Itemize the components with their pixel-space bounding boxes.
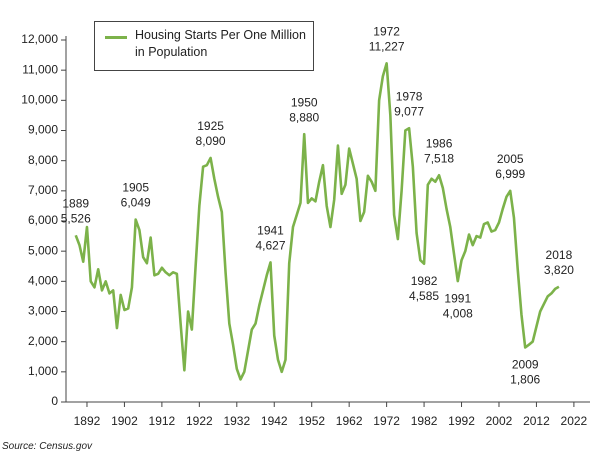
annotation-year: 1982 <box>411 274 438 288</box>
annotation-year: 1972 <box>373 24 400 38</box>
data-label: 6,049 <box>121 196 151 210</box>
data-label: 4,627 <box>255 239 285 253</box>
data-label: 3,820 <box>544 263 574 277</box>
x-tick-label: 2002 <box>486 414 513 428</box>
data-label: 8,880 <box>289 110 319 124</box>
annotation-year: 1889 <box>62 196 89 210</box>
source-note: Source: Census.gov <box>2 441 93 452</box>
series-line <box>74 62 560 381</box>
x-tick-label: 2022 <box>561 414 588 428</box>
y-tick-label: 3,000 <box>28 304 58 318</box>
legend-label: Housing Starts Per One Million in Popula… <box>135 28 306 59</box>
legend-swatch <box>105 36 127 39</box>
y-tick-label: 12,000 <box>21 32 58 46</box>
y-tick-label: 2,000 <box>28 334 58 348</box>
data-label: 5,526 <box>61 211 91 225</box>
x-tick-label: 1922 <box>186 414 213 428</box>
data-label: 7,518 <box>424 151 454 165</box>
data-label: 4,008 <box>443 306 473 320</box>
data-label: 1,806 <box>510 373 540 387</box>
x-tick-label: 1902 <box>111 414 138 428</box>
y-tick-label: 1,000 <box>28 364 58 378</box>
x-tick-label: 1962 <box>336 414 363 428</box>
annotation-year: 2018 <box>546 248 573 262</box>
legend: Housing Starts Per One Million in Popula… <box>94 21 314 71</box>
annotation-year: 1978 <box>396 89 423 103</box>
annotation-year: 1986 <box>426 136 453 150</box>
x-tick-label: 1912 <box>149 414 176 428</box>
x-tick-label: 1932 <box>223 414 250 428</box>
y-tick-label: 0 <box>51 394 58 408</box>
y-tick-label: 6,000 <box>28 213 58 227</box>
x-tick-label: 1892 <box>74 414 101 428</box>
annotation-year: 2009 <box>512 358 539 372</box>
x-tick-label: 1952 <box>298 414 325 428</box>
data-label: 6,999 <box>495 167 525 181</box>
data-label: 11,227 <box>369 39 405 53</box>
y-tick-label: 8,000 <box>28 153 58 167</box>
y-tick-label: 10,000 <box>21 93 58 107</box>
annotation-year: 2005 <box>497 152 524 166</box>
x-tick-label: 1972 <box>373 414 400 428</box>
annotation-year: 1905 <box>122 181 149 195</box>
y-tick-label: 9,000 <box>28 123 58 137</box>
x-tick-label: 1992 <box>448 414 475 428</box>
y-tick-label: 7,000 <box>28 183 58 197</box>
x-tick-label: 1982 <box>411 414 438 428</box>
annotation-year: 1925 <box>197 119 224 133</box>
x-tick-label: 2012 <box>523 414 550 428</box>
data-label: 9,077 <box>394 104 424 118</box>
data-label: 4,585 <box>409 289 439 303</box>
y-tick-label: 4,000 <box>28 274 58 288</box>
annotation-year: 1991 <box>444 291 471 305</box>
y-tick-label: 11,000 <box>22 62 58 76</box>
x-tick-label: 1942 <box>261 414 288 428</box>
data-label: 8,090 <box>196 134 226 148</box>
y-tick-label: 5,000 <box>28 243 58 257</box>
annotation-year: 1941 <box>257 224 284 238</box>
annotation-year: 1950 <box>291 95 318 109</box>
